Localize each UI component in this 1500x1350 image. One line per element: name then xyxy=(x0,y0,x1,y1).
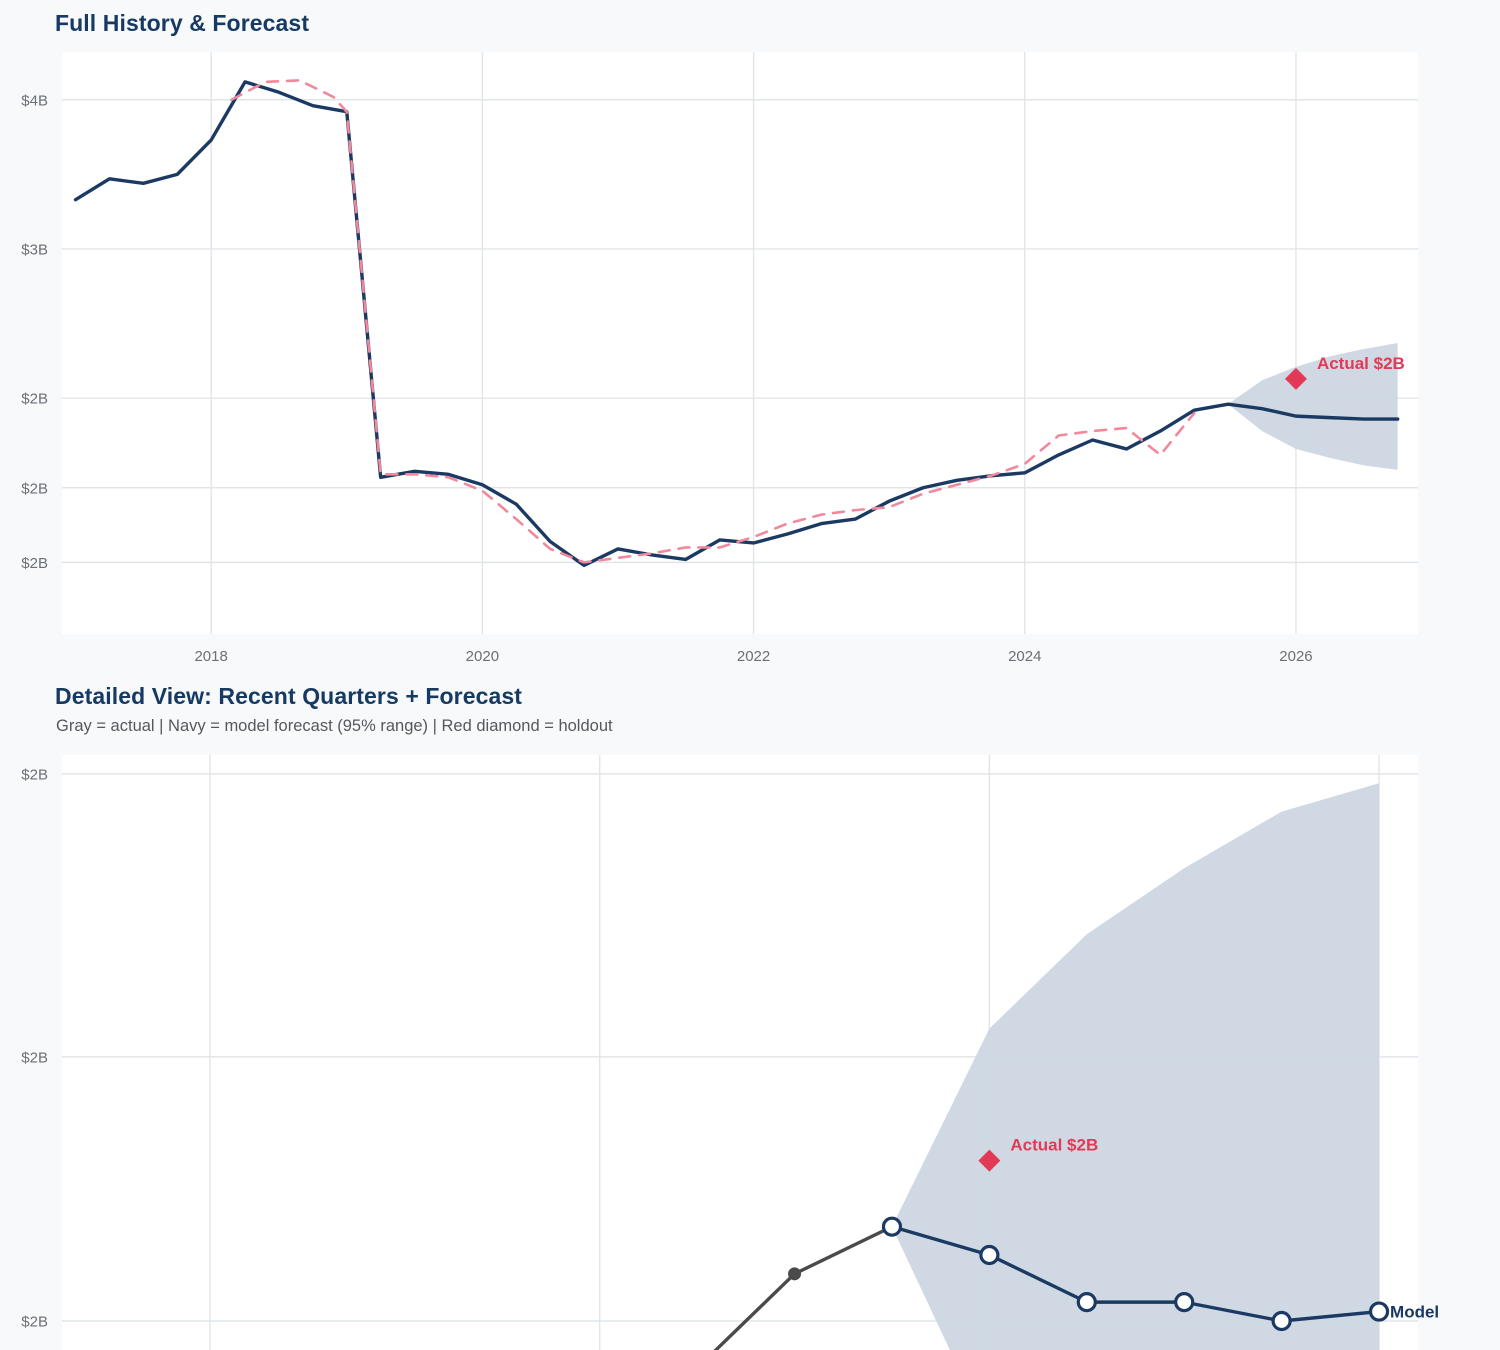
forecast-point-marker xyxy=(1076,1292,1097,1313)
forecast-point-marker xyxy=(881,1216,903,1237)
forecast-point-marker xyxy=(979,1244,1000,1266)
model-series-end-label: Model xyxy=(1390,1303,1439,1322)
holdout-diamond-marker xyxy=(978,1149,1001,1172)
x-axis-tick-label: 2022 xyxy=(737,648,770,665)
y-axis-tick-label: $3B xyxy=(21,241,48,258)
y-axis-tick-label: $2B xyxy=(21,1049,48,1066)
forecast-point-marker xyxy=(1271,1310,1292,1332)
x-axis-tick-label: 2018 xyxy=(194,648,227,665)
y-axis-tick-label: $2B xyxy=(21,1314,48,1331)
chart-panel-detailed-view: Detailed View: Recent Quarters + Forecas… xyxy=(0,672,1500,1350)
forecast-point-marker xyxy=(1174,1292,1195,1313)
x-axis-tick-label: 2024 xyxy=(1008,648,1041,665)
x-axis-tick-label: 2026 xyxy=(1279,648,1312,665)
y-axis-tick-label: $2B xyxy=(21,766,48,783)
y-axis-tick-label: $2B xyxy=(21,391,48,408)
series-line-dashed xyxy=(230,79,1196,564)
plot-area-background xyxy=(62,52,1418,634)
chart-subtitle-legend-text: Gray = actual | Navy = model forecast (9… xyxy=(56,717,613,735)
holdout-annotation-label: Actual $2B xyxy=(1317,354,1405,373)
chart-title-full-history: Full History & Forecast xyxy=(55,10,310,36)
x-axis-tick-label: 2020 xyxy=(466,648,499,665)
chart-title-detailed-view: Detailed View: Recent Quarters + Forecas… xyxy=(55,683,523,709)
forecast-point-marker xyxy=(1368,1301,1390,1322)
actual-point-marker xyxy=(788,1267,802,1281)
forecast-confidence-band xyxy=(1228,343,1398,470)
series-line-solid xyxy=(1226,402,1400,421)
holdout-annotation-label: Actual $2B xyxy=(1010,1136,1098,1155)
y-axis-tick-label: $2B xyxy=(21,480,48,497)
series-line-solid xyxy=(890,1224,1381,1323)
series-line-solid xyxy=(73,80,1230,568)
detailed-view-chart-svg: $2B$2B$2B$2B2024202520262027Actual $2BMo… xyxy=(21,755,1439,1350)
y-axis-tick-label: $2B xyxy=(21,555,48,572)
y-axis-tick-label: $4B xyxy=(21,92,48,109)
forecast-confidence-band xyxy=(891,783,1380,1350)
holdout-diamond-marker xyxy=(1284,367,1307,390)
full-history-chart-svg: $4B $3B $2B $2B $2B 2018 2020 2022 2024 2026 Actua… xyxy=(21,52,1418,665)
chart-panel-full-history: Full History & Forecast $4B $3B $2B $2B $2B 2… xyxy=(0,0,1500,672)
series-line-solid xyxy=(713,1224,894,1350)
